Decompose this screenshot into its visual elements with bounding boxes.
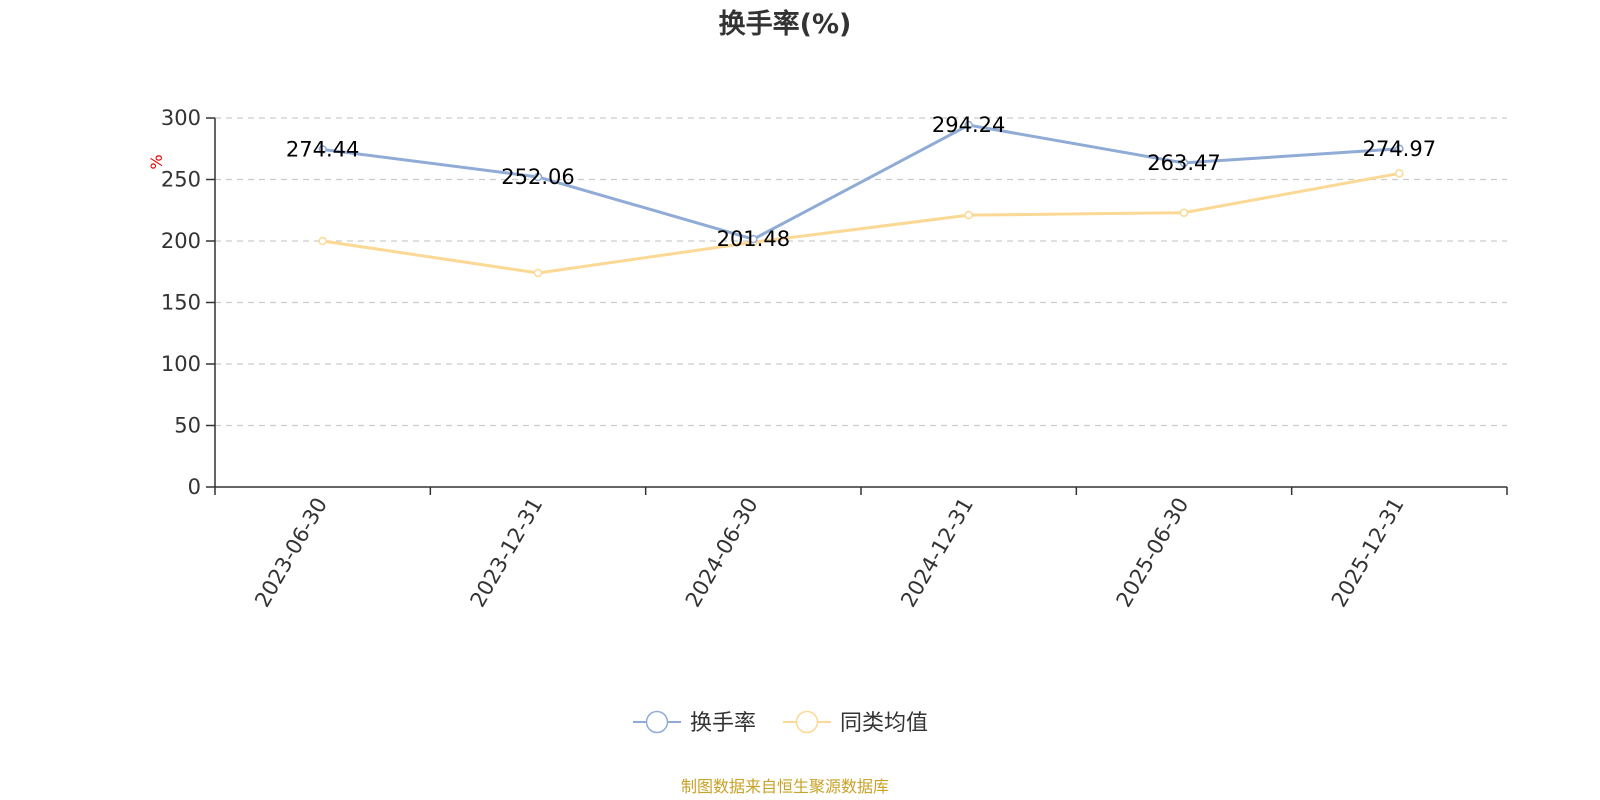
series-point-1 — [1395, 169, 1404, 178]
series-line-0 — [322, 123, 1400, 241]
y-tick-label: 300 — [161, 106, 201, 130]
x-tick-label: 2023-06-30 — [250, 494, 332, 612]
legend-marker-1 — [795, 710, 819, 734]
x-tick-label: 2023-12-31 — [466, 494, 548, 612]
data-label: 201.48 — [717, 227, 790, 251]
y-tick-label: 50 — [174, 414, 201, 438]
series-point-1 — [533, 268, 543, 278]
data-label: 294.24 — [932, 113, 1005, 137]
legend: 换手率 同类均值 — [633, 710, 928, 736]
legend-label-1: 同类均值 — [840, 711, 928, 736]
data-label: 263.47 — [1147, 151, 1220, 175]
y-axis-unit-label: % — [147, 154, 166, 169]
source-note: 制图数据来自恒生聚源数据库 — [681, 777, 889, 796]
y-tick-label: 200 — [161, 229, 201, 253]
y-tick-label: 150 — [161, 291, 201, 315]
axes: 0 50 100 150 200 250 300 2023-06-30 2023-12-31 20… — [161, 106, 1508, 612]
legend-marker-0 — [645, 710, 669, 734]
x-tick-label: 2024-12-31 — [896, 494, 978, 612]
data-label: 274.44 — [286, 137, 359, 161]
series-point-1 — [318, 236, 327, 246]
series-point-0 — [533, 172, 543, 182]
legend-label-0: 换手率 — [690, 711, 756, 736]
series-line-1 — [322, 171, 1400, 275]
series-point-0 — [318, 145, 327, 154]
series-layer: 274.44 252.06 201.48 294.24 263.47 274.97 — [286, 113, 1436, 278]
y-tick-label: 250 — [161, 168, 201, 192]
x-tick-label: 2025-06-30 — [1112, 494, 1194, 612]
series-point-1 — [1179, 208, 1189, 217]
x-tick-label: 2025-12-31 — [1327, 494, 1409, 612]
grid-lines — [215, 117, 1507, 427]
series-point-0 — [1395, 144, 1404, 154]
data-label: 252.06 — [501, 165, 574, 189]
y-tick-label: 0 — [188, 475, 201, 499]
x-tick-label: 2024-06-30 — [681, 494, 763, 612]
y-tick-label: 100 — [161, 352, 201, 376]
series-point-0 — [1179, 158, 1189, 168]
series-point-0 — [964, 120, 973, 130]
chart-title: 换手率(%) — [719, 8, 852, 40]
series-point-0 — [749, 234, 758, 244]
series-point-1 — [964, 210, 973, 220]
data-label: 274.97 — [1363, 137, 1436, 161]
